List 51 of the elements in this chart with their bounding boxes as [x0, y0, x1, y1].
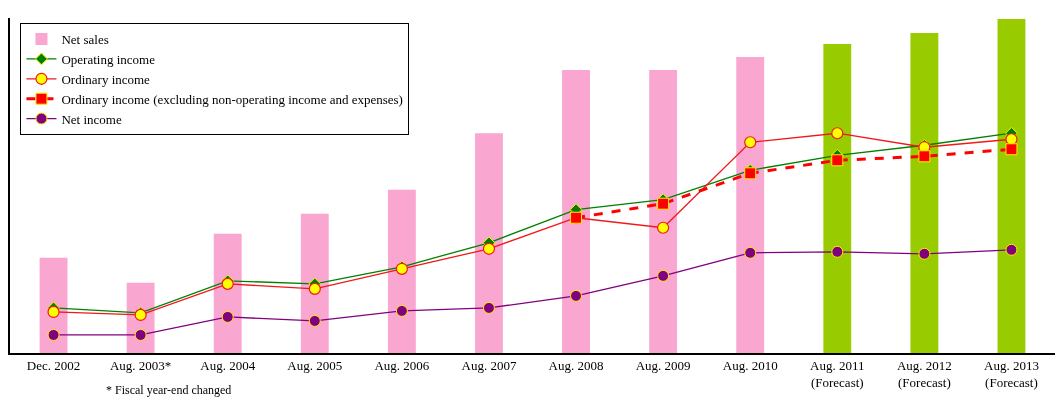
x-tick-label: Dec. 2002 [26, 358, 81, 374]
x-tick-label: Aug. 2005 [287, 358, 343, 374]
text: * Fiscal year-end changed [106, 383, 232, 397]
point [831, 245, 844, 258]
point [134, 328, 147, 341]
legend-label: Operating income [61, 51, 156, 67]
point [831, 127, 844, 140]
point [657, 221, 670, 234]
point [1005, 243, 1018, 256]
point [918, 150, 931, 163]
x-tick-label: Aug. 2004 [200, 358, 256, 374]
point [657, 269, 670, 282]
x-tick-label: Aug. 2007 [461, 358, 517, 374]
point [482, 242, 496, 255]
point [308, 314, 321, 327]
bar [910, 33, 939, 353]
bar [475, 133, 503, 353]
point [744, 136, 757, 149]
bar [213, 233, 242, 353]
bar [562, 70, 590, 353]
point [918, 247, 931, 260]
x-tick-label: Aug. 2013 (Forecast) [984, 358, 1039, 391]
x-tick-label: Aug. 2009 [635, 358, 691, 374]
x-tick-label: Aug. 2010 [722, 358, 778, 374]
point [395, 304, 408, 317]
bar [387, 189, 416, 353]
bar [823, 44, 852, 353]
x-tick-label: Aug. 2003* [109, 358, 172, 374]
x-tick-label: Aug. 2011 (Forecast) [810, 358, 865, 391]
point [831, 154, 844, 167]
point [744, 246, 757, 259]
legend-label: Net sales [61, 32, 109, 48]
point [221, 310, 234, 323]
point [482, 301, 495, 314]
bar [300, 213, 329, 353]
bar [997, 19, 1026, 353]
bar [649, 70, 678, 353]
x-tick-label: Aug. 2008 [548, 358, 604, 374]
point [47, 305, 60, 319]
point [744, 167, 757, 180]
point [1005, 143, 1018, 156]
x-tick-label: Aug. 2006 [374, 358, 430, 374]
legend-label: Ordinary income [61, 71, 151, 87]
point [657, 197, 670, 210]
point [47, 328, 60, 341]
legend-label: Net income [61, 111, 122, 127]
legend-label: Ordinary income (excluding non-operating income and expenses) [61, 91, 403, 107]
x-tick-label: Aug. 2012 (Forecast) [896, 358, 952, 391]
bar [736, 57, 765, 353]
point [308, 282, 321, 295]
point [570, 289, 583, 302]
